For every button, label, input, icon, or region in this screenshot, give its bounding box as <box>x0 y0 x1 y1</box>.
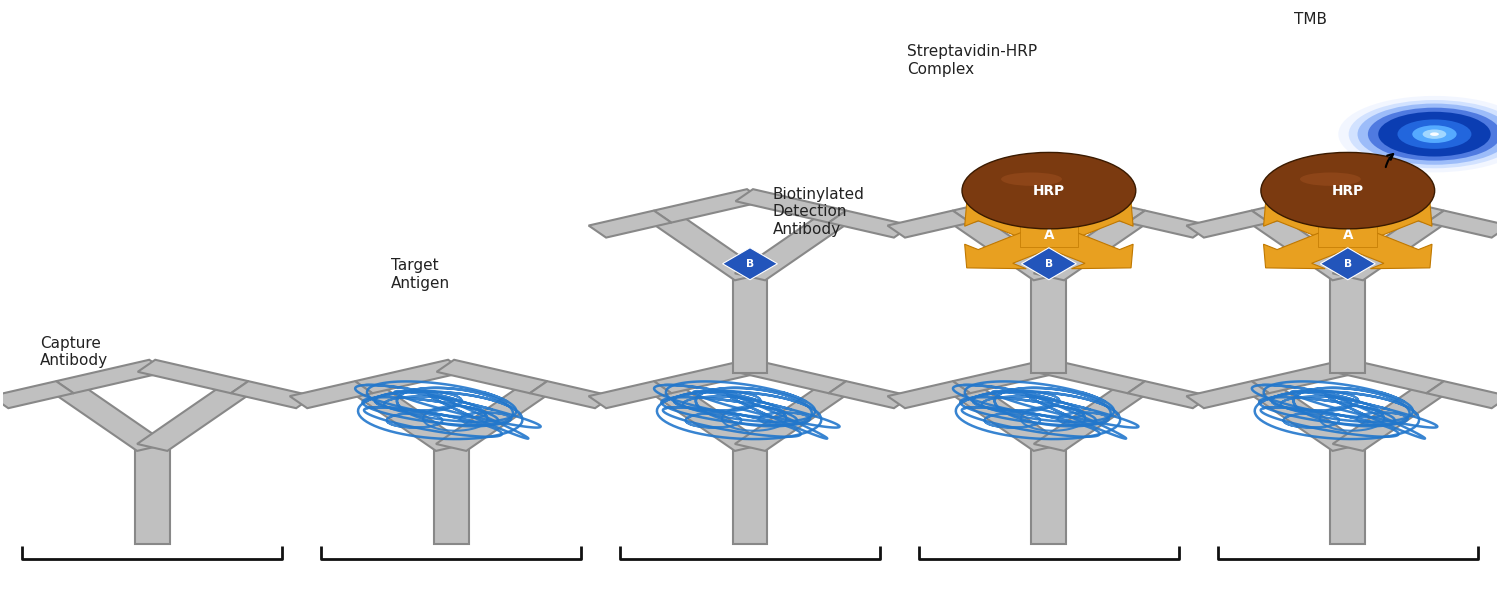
Polygon shape <box>828 381 912 408</box>
Polygon shape <box>56 360 166 393</box>
Polygon shape <box>735 189 846 223</box>
Circle shape <box>1368 107 1500 161</box>
FancyBboxPatch shape <box>1032 277 1066 373</box>
Polygon shape <box>1245 384 1364 451</box>
Text: B: B <box>1046 259 1053 269</box>
FancyBboxPatch shape <box>1330 448 1365 544</box>
Polygon shape <box>436 384 554 451</box>
Text: TMB: TMB <box>1294 11 1328 26</box>
FancyBboxPatch shape <box>732 448 768 544</box>
Polygon shape <box>1032 229 1132 269</box>
Polygon shape <box>1034 384 1152 451</box>
Polygon shape <box>964 229 1066 269</box>
Polygon shape <box>1186 211 1269 238</box>
Text: Streptavidin-HRP
Complex: Streptavidin-HRP Complex <box>908 44 1036 77</box>
Ellipse shape <box>1000 172 1062 186</box>
Polygon shape <box>1035 360 1144 393</box>
Circle shape <box>1422 130 1446 139</box>
Ellipse shape <box>1262 152 1434 229</box>
Polygon shape <box>952 360 1064 393</box>
Circle shape <box>1338 96 1500 172</box>
Polygon shape <box>1426 381 1500 408</box>
Text: B: B <box>746 259 754 269</box>
Polygon shape <box>136 384 255 451</box>
Text: B: B <box>1344 259 1352 269</box>
Polygon shape <box>1330 229 1432 269</box>
Polygon shape <box>1320 248 1376 280</box>
Polygon shape <box>138 360 249 393</box>
Polygon shape <box>530 381 612 408</box>
Polygon shape <box>1251 360 1362 393</box>
Polygon shape <box>1186 381 1269 408</box>
Text: A: A <box>1044 228 1054 242</box>
Polygon shape <box>888 211 971 238</box>
Polygon shape <box>290 381 372 408</box>
Polygon shape <box>648 213 765 280</box>
Polygon shape <box>648 384 765 451</box>
Circle shape <box>1378 112 1491 157</box>
Polygon shape <box>1426 211 1500 238</box>
Polygon shape <box>735 384 852 451</box>
Polygon shape <box>735 213 852 280</box>
Circle shape <box>1413 125 1456 143</box>
Polygon shape <box>231 381 314 408</box>
Polygon shape <box>828 211 912 238</box>
Polygon shape <box>946 384 1064 451</box>
Polygon shape <box>1251 189 1362 223</box>
Text: HRP: HRP <box>1034 184 1065 197</box>
Polygon shape <box>1245 213 1364 280</box>
Text: Capture
Antibody: Capture Antibody <box>40 335 108 368</box>
Polygon shape <box>654 360 765 393</box>
Polygon shape <box>1332 384 1450 451</box>
Text: HRP: HRP <box>1332 184 1364 197</box>
Polygon shape <box>723 248 777 280</box>
Polygon shape <box>1330 202 1432 242</box>
Polygon shape <box>946 213 1064 280</box>
FancyBboxPatch shape <box>1330 277 1365 373</box>
Polygon shape <box>1034 213 1152 280</box>
Circle shape <box>1430 133 1438 136</box>
FancyBboxPatch shape <box>1032 448 1066 544</box>
Polygon shape <box>1035 189 1144 223</box>
Polygon shape <box>952 189 1064 223</box>
Polygon shape <box>1334 360 1444 393</box>
Circle shape <box>1348 100 1500 168</box>
Polygon shape <box>888 381 971 408</box>
Polygon shape <box>588 211 672 238</box>
Polygon shape <box>1020 224 1078 247</box>
Polygon shape <box>1318 224 1377 247</box>
Polygon shape <box>1332 213 1450 280</box>
Polygon shape <box>348 384 466 451</box>
Circle shape <box>1398 119 1472 149</box>
Polygon shape <box>1128 211 1210 238</box>
Ellipse shape <box>1300 172 1360 186</box>
Polygon shape <box>356 360 465 393</box>
Circle shape <box>1358 104 1500 165</box>
Text: Target
Antigen: Target Antigen <box>392 259 450 291</box>
Polygon shape <box>1022 248 1077 280</box>
Text: Biotinylated
Detection
Antibody: Biotinylated Detection Antibody <box>772 187 864 237</box>
Polygon shape <box>1334 189 1444 223</box>
Polygon shape <box>735 360 846 393</box>
FancyBboxPatch shape <box>433 448 468 544</box>
Polygon shape <box>50 384 168 451</box>
Text: A: A <box>1342 228 1353 242</box>
Polygon shape <box>654 189 765 223</box>
Polygon shape <box>1263 202 1365 242</box>
Polygon shape <box>1032 202 1132 242</box>
Polygon shape <box>1128 381 1210 408</box>
Polygon shape <box>1263 229 1365 269</box>
Polygon shape <box>436 360 548 393</box>
FancyBboxPatch shape <box>732 277 768 373</box>
Polygon shape <box>964 202 1066 242</box>
Ellipse shape <box>962 152 1136 229</box>
Polygon shape <box>588 381 672 408</box>
FancyBboxPatch shape <box>135 448 170 544</box>
Polygon shape <box>0 381 74 408</box>
